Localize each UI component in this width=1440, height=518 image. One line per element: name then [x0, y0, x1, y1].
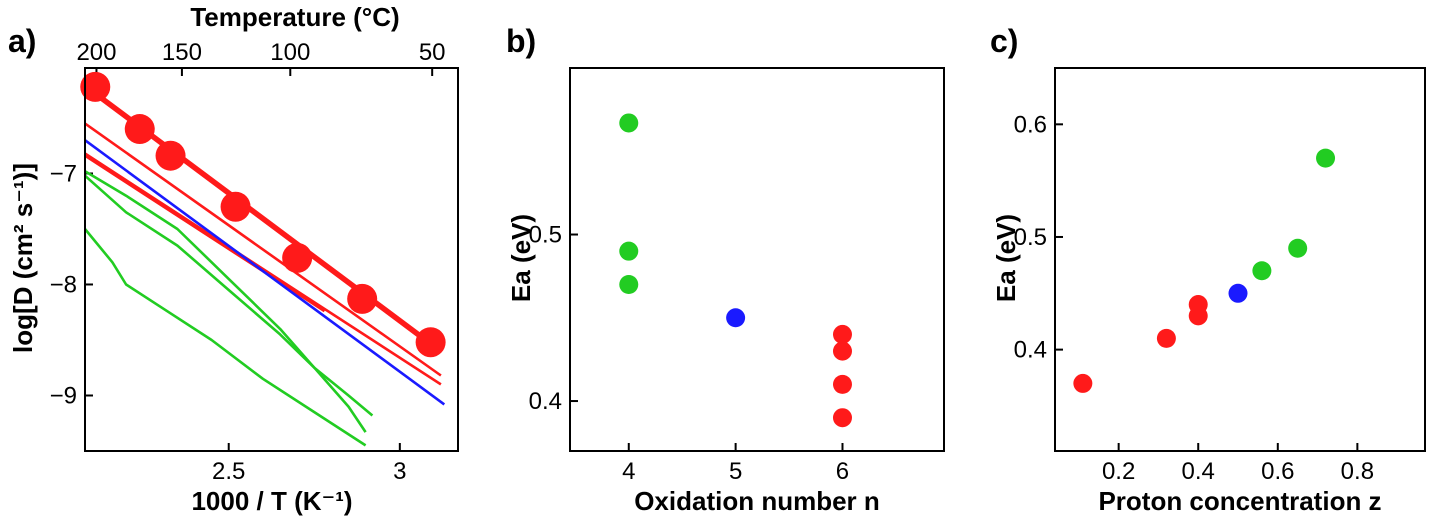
panel-c: c) 0.2 0.4 0.6 0.8 0.4 0.5 0.6 Proton concent…: [990, 23, 1426, 516]
data-point: [619, 241, 639, 261]
panel-a-series-lines: [83, 91, 446, 447]
data-point: [347, 283, 378, 314]
data-point: [1316, 148, 1336, 168]
panel-b: b) 4 5 6 0.4 0.5 Oxidation number n Ea (eV): [506, 23, 945, 516]
panel-c-y-axis-label: Ea (eV): [991, 214, 1021, 302]
panel-b-x-ticks: 4 5 6: [622, 443, 849, 485]
panel-a-top-ticks: 200 150 100 50: [76, 39, 446, 76]
panel-c-plot-frame: [1054, 67, 1426, 452]
x-tick-label: 6: [836, 458, 849, 485]
data-point: [726, 308, 746, 328]
panel-a-label: a): [8, 23, 36, 59]
series-line: [83, 228, 367, 447]
panel-a-top-axis-label: Temperature (°C): [190, 2, 399, 32]
x-tick-label: 0.8: [1341, 458, 1374, 485]
panel-b-plot-frame: [569, 67, 945, 452]
panel-a-x-ticks: 2.5 3: [212, 443, 407, 485]
x-tick-label: 3: [393, 458, 406, 485]
panel-b-label: b): [506, 23, 536, 59]
y-tick-label: 0.5: [529, 222, 562, 249]
top-tick-label: 150: [162, 39, 202, 66]
panel-c-points: [1073, 148, 1336, 393]
y-tick-label: 0.6: [1014, 111, 1047, 138]
y-tick-label: 0.5: [1014, 224, 1047, 251]
panel-a-y-axis-label: log[D (cm² s⁻¹)]: [8, 163, 38, 353]
data-point: [155, 140, 186, 171]
data-point: [1288, 238, 1308, 258]
data-point: [1252, 261, 1272, 281]
top-tick-label: 50: [419, 39, 446, 66]
panel-c-label: c): [990, 23, 1018, 59]
x-tick-label: 2.5: [212, 458, 245, 485]
data-point: [124, 114, 155, 145]
series-line: [84, 174, 374, 417]
series-line: [84, 154, 326, 313]
data-point: [1188, 295, 1208, 315]
data-point: [832, 324, 852, 344]
data-point: [415, 327, 446, 358]
data-point: [619, 113, 639, 133]
data-point: [832, 341, 852, 361]
series-line: [84, 122, 442, 377]
series-line: [84, 139, 446, 406]
data-point: [1228, 283, 1248, 303]
panel-b-points: [619, 113, 852, 428]
panel-a-y-ticks: −7 −8 −9: [50, 160, 93, 409]
x-tick-label: 5: [729, 458, 742, 485]
panel-c-x-axis-label: Proton concentration z: [1098, 486, 1381, 516]
y-tick-label: 0.4: [529, 388, 562, 415]
series-line: [84, 170, 367, 433]
data-point: [80, 71, 111, 102]
x-tick-label: 0.6: [1261, 458, 1294, 485]
panel-c-x-ticks: 0.2 0.4 0.6 0.8: [1102, 443, 1374, 485]
data-point: [220, 191, 251, 222]
top-tick-label: 100: [270, 39, 310, 66]
x-tick-label: 0.4: [1182, 458, 1215, 485]
top-tick-label: 200: [76, 39, 116, 66]
x-tick-label: 0.2: [1102, 458, 1135, 485]
y-tick-label: −8: [50, 271, 77, 298]
data-point: [1073, 373, 1093, 393]
data-point: [619, 274, 639, 294]
y-tick-label: −9: [50, 382, 77, 409]
panel-b-y-ticks: 0.4 0.5: [529, 222, 578, 415]
panel-c-y-ticks: 0.4 0.5 0.6: [1014, 111, 1063, 364]
x-tick-label: 4: [622, 458, 635, 485]
data-point: [832, 408, 852, 428]
y-tick-label: 0.4: [1014, 337, 1047, 364]
panel-a-plot-frame: [84, 67, 459, 452]
panel-b-x-axis-label: Oxidation number n: [634, 486, 880, 516]
panel-a-points: [80, 71, 446, 358]
panel-a: a) Temperature (°C) 200 150 100 50 2.5 3 −7−…: [8, 2, 459, 516]
data-point: [282, 242, 313, 273]
data-point: [1156, 328, 1176, 348]
series-line: [84, 152, 442, 386]
data-point: [832, 374, 852, 394]
y-tick-label: −7: [50, 160, 77, 187]
panel-b-y-axis-label: Ea (eV): [506, 214, 536, 302]
panel-a-x-axis-label: 1000 / T (K⁻¹): [191, 486, 352, 516]
